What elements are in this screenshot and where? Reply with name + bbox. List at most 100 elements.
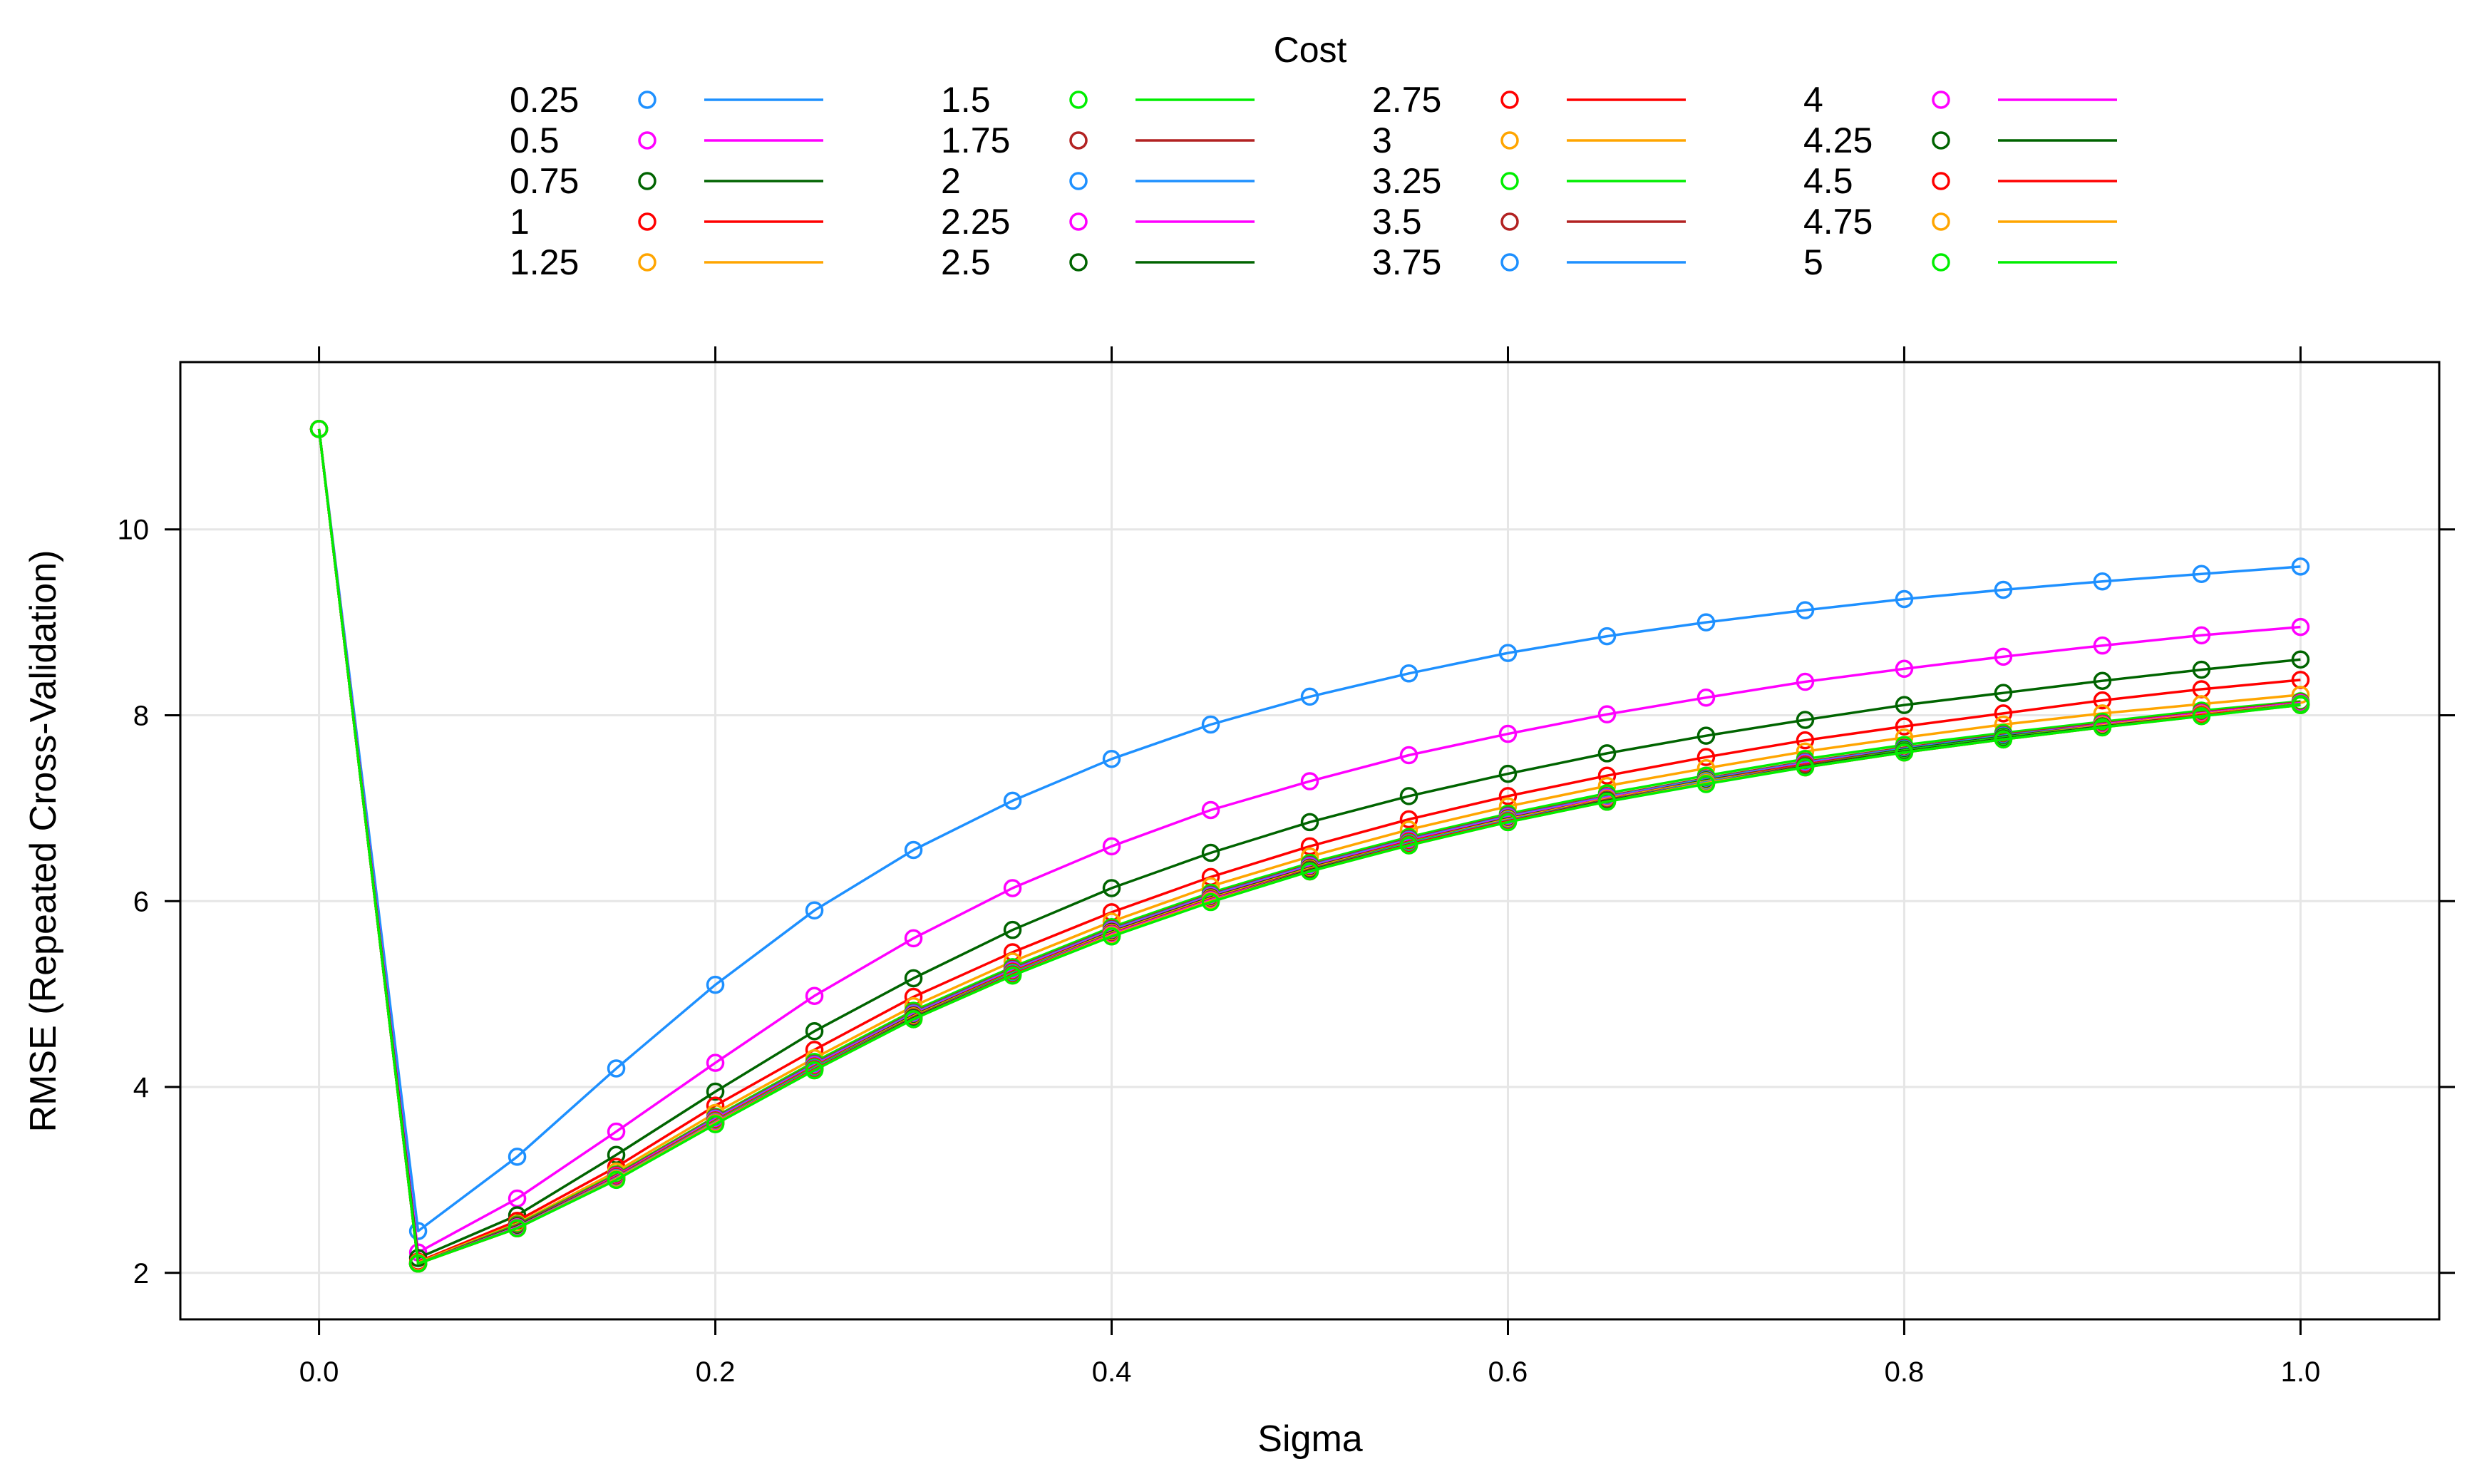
data-point-cost-0.75 — [1201, 843, 1220, 862]
legend-marker-cost-1.5 — [1069, 91, 1088, 109]
data-point-cost-0.25 — [2291, 557, 2310, 576]
data-point-cost-5 — [1498, 813, 1518, 832]
data-point-cost-0.75 — [1399, 787, 1418, 805]
data-point-cost-0.75 — [1102, 879, 1121, 897]
data-point-cost-5 — [607, 1170, 626, 1190]
data-point-cost-0.75 — [904, 969, 923, 988]
legend-label-cost-4.5: 4.5 — [1803, 161, 1853, 201]
data-point-cost-0.25 — [607, 1059, 626, 1078]
data-point-cost-0.75 — [1300, 813, 1319, 832]
legend-label-cost-1.25: 1.25 — [510, 242, 579, 282]
legend-label-cost-2.75: 2.75 — [1372, 80, 1441, 120]
plot-frame — [179, 361, 2441, 1321]
data-point-cost-0.5 — [1300, 772, 1319, 790]
data-point-cost-0.5 — [1003, 879, 1022, 897]
data-point-cost-0.25 — [1994, 580, 2013, 599]
y-tick-label: 6 — [133, 886, 149, 917]
data-point-cost-5 — [1300, 862, 1319, 881]
legend-marker-cost-4.25 — [1932, 131, 1950, 150]
legend-label-cost-4.75: 4.75 — [1803, 202, 1873, 242]
data-point-cost-0.25 — [706, 975, 725, 994]
x-tick-label: 0.4 — [1092, 1356, 1132, 1388]
data-point-cost-0.5 — [1994, 647, 2013, 666]
legend-marker-cost-2.25 — [1069, 212, 1088, 231]
legend-marker-cost-1.25 — [638, 253, 656, 272]
data-point-cost-1 — [1399, 810, 1418, 829]
legend-marker-cost-0.5 — [638, 131, 656, 150]
legend-marker-cost-3.75 — [1500, 253, 1519, 272]
x-axis-label: Sigma — [1257, 1418, 1362, 1460]
legend-marker-cost-5 — [1932, 253, 1950, 272]
legend-label-cost-3: 3 — [1372, 120, 1392, 160]
series-line-cost-5 — [317, 428, 2301, 1265]
series-line-cost-0.25 — [317, 428, 2301, 1232]
data-point-cost-0.5 — [1201, 800, 1220, 820]
series-layer — [309, 420, 2310, 1273]
data-point-cost-5 — [1597, 792, 1617, 811]
legend-label-cost-2: 2 — [941, 161, 961, 201]
data-point-cost-0.5 — [1597, 705, 1617, 723]
data-point-cost-0.25 — [1399, 664, 1418, 683]
legend-marker-cost-0.25 — [638, 91, 656, 109]
data-point-cost-0.25 — [1597, 627, 1617, 646]
data-point-cost-5 — [805, 1061, 824, 1080]
data-point-cost-1 — [1796, 731, 1815, 750]
data-point-cost-5 — [1102, 927, 1121, 946]
data-point-cost-5 — [904, 1010, 923, 1029]
legend-marker-cost-2.5 — [1069, 253, 1088, 272]
legend-label-cost-4: 4 — [1803, 80, 1823, 120]
y-tick-label: 10 — [118, 515, 150, 546]
data-point-cost-5 — [2192, 707, 2211, 726]
data-point-cost-5 — [1895, 743, 1914, 762]
data-point-cost-0.5 — [2291, 617, 2310, 637]
legend-title: Cost — [1274, 30, 1347, 70]
data-point-cost-0.5 — [607, 1122, 626, 1141]
data-point-cost-0.5 — [1696, 688, 1716, 707]
legend-marker-cost-4.75 — [1932, 212, 1950, 231]
x-tick-label: 0.6 — [1488, 1356, 1528, 1388]
legend-label-cost-0.5: 0.5 — [510, 120, 560, 160]
data-point-cost-0.5 — [2093, 636, 2112, 655]
data-point-cost-1 — [1498, 787, 1518, 805]
data-point-cost-0.75 — [2093, 671, 2112, 690]
data-point-cost-0.5 — [1796, 672, 1815, 691]
data-point-cost-0.25 — [2192, 565, 2211, 584]
data-point-cost-0.25 — [1102, 750, 1121, 768]
data-point-cost-1 — [1696, 748, 1716, 766]
data-point-cost-0.75 — [805, 1022, 824, 1041]
x-tick-label: 0.2 — [696, 1356, 736, 1388]
x-tick-label: 1.0 — [2281, 1356, 2321, 1388]
legend-label-cost-1.75: 1.75 — [941, 120, 1010, 160]
data-point-cost-5 — [2291, 696, 2310, 714]
data-point-cost-1 — [1895, 717, 1914, 736]
data-point-cost-0.5 — [1399, 746, 1418, 765]
data-point-cost-1 — [2093, 691, 2112, 710]
series-line-cost-0.5 — [317, 428, 2301, 1254]
data-point-cost-0.25 — [1300, 687, 1319, 706]
data-point-cost-0.5 — [1498, 724, 1518, 743]
legend-marker-cost-1 — [638, 212, 656, 231]
data-point-cost-0.5 — [805, 986, 824, 1005]
data-point-cost-5 — [508, 1219, 527, 1237]
legend-label-cost-1.5: 1.5 — [941, 80, 991, 120]
data-point-cost-0.5 — [1102, 837, 1121, 856]
data-point-cost-5 — [706, 1115, 725, 1133]
data-point-cost-0.5 — [904, 929, 923, 948]
data-point-cost-0.75 — [1498, 764, 1518, 783]
data-point-cost-5 — [408, 1254, 428, 1273]
legend-marker-cost-0.75 — [638, 172, 656, 190]
legend-marker-cost-2.75 — [1500, 91, 1519, 109]
data-point-cost-5 — [1696, 775, 1716, 793]
data-point-cost-0.25 — [904, 840, 923, 860]
data-point-cost-0.75 — [1796, 711, 1815, 729]
x-tick-label: 0.0 — [299, 1356, 339, 1388]
legend-marker-cost-1.75 — [1069, 131, 1088, 150]
y-tick-label: 8 — [133, 700, 149, 731]
data-point-cost-0.5 — [706, 1053, 725, 1072]
data-point-cost-5 — [1201, 892, 1220, 912]
data-point-cost-0.25 — [2093, 572, 2112, 591]
data-point-cost-0.25 — [1895, 589, 1914, 609]
